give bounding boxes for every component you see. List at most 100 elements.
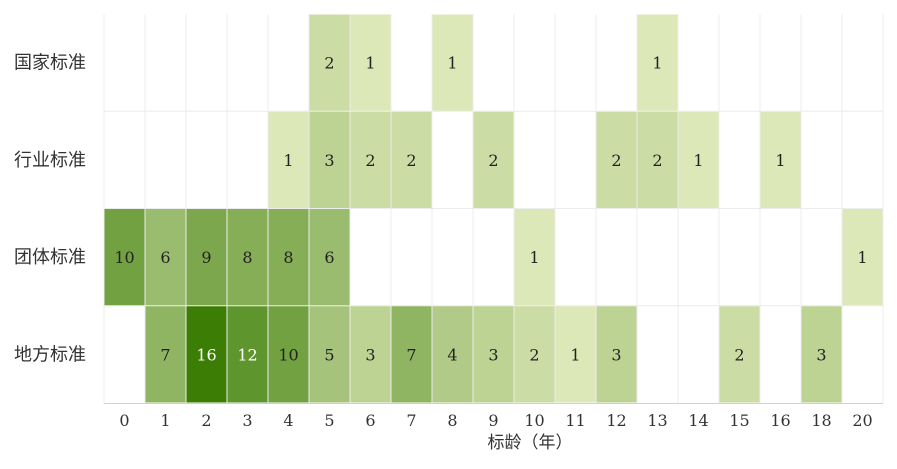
cell-value-label: 10 xyxy=(278,345,298,364)
cell-value-label: 9 xyxy=(201,248,211,267)
y-tick-label: 行业标准 xyxy=(14,150,86,171)
cell-value-label: 1 xyxy=(447,54,457,73)
heatmap-cell xyxy=(801,306,842,403)
heatmap-cell xyxy=(432,14,473,111)
cell-value-label: 2 xyxy=(529,345,539,364)
cell-value-label: 3 xyxy=(324,151,334,170)
x-tick-label: 3 xyxy=(242,411,252,430)
x-tick-label: 20 xyxy=(852,411,872,430)
heatmap-cell xyxy=(227,209,268,306)
heatmap-cell xyxy=(719,306,760,403)
heatmap-cell xyxy=(145,209,186,306)
cell-value-label: 2 xyxy=(324,54,334,73)
heatmap-cell xyxy=(842,209,883,306)
cell-value-label: 7 xyxy=(406,345,416,364)
cell-value-label: 5 xyxy=(324,345,334,364)
cell-value-label: 2 xyxy=(611,151,621,170)
cell-value-label: 2 xyxy=(652,151,662,170)
cell-value-label: 16 xyxy=(196,345,216,364)
x-tick-label: 13 xyxy=(647,411,667,430)
heatmap-cell xyxy=(596,306,637,403)
cell-value-label: 2 xyxy=(365,151,375,170)
cell-value-label: 1 xyxy=(652,54,662,73)
cell-layer: 2 1 1 1 1 3 2 2 2 2 2 1 1 10 6 9 8 8 6 1 1 7 16 12 10 5 3 7 4 3 2 1 3 2 3 xyxy=(104,14,883,403)
y-tick-label: 国家标准 xyxy=(14,53,86,74)
x-tick-labels: 0 1 2 3 4 5 6 7 8 9 10 11 12 13 14 15 16 18 20 xyxy=(119,411,872,430)
cell-value-label: 3 xyxy=(816,345,826,364)
heatmap-cell xyxy=(514,306,555,403)
cell-value-label: 10 xyxy=(114,248,134,267)
heatmap-cell xyxy=(637,14,678,111)
heatmap-cell xyxy=(186,306,227,403)
heatmap-cell xyxy=(637,111,678,208)
cell-value-label: 3 xyxy=(365,345,375,364)
heatmap-cell xyxy=(268,209,309,306)
x-tick-label: 1 xyxy=(160,411,170,430)
cell-value-label: 6 xyxy=(324,248,334,267)
cell-value-label: 1 xyxy=(570,345,580,364)
x-tick-label: 12 xyxy=(606,411,626,430)
heatmap-cell xyxy=(309,306,350,403)
heatmap-cell xyxy=(268,111,309,208)
cell-value-label: 1 xyxy=(283,151,293,170)
x-tick-label: 5 xyxy=(324,411,334,430)
cell-value-label: 3 xyxy=(488,345,498,364)
cell-value-label: 7 xyxy=(160,345,170,364)
x-tick-label: 9 xyxy=(488,411,498,430)
heatmap-cell xyxy=(350,111,391,208)
x-tick-label: 18 xyxy=(811,411,831,430)
heatmap-cell xyxy=(186,209,227,306)
x-tick-label: 4 xyxy=(283,411,293,430)
cell-value-label: 1 xyxy=(857,248,867,267)
cell-value-label: 1 xyxy=(693,151,703,170)
heatmap-cell xyxy=(391,111,432,208)
cell-value-label: 1 xyxy=(529,248,539,267)
heatmap-cell xyxy=(596,111,637,208)
heatmap-cell xyxy=(555,306,596,403)
grid-layer xyxy=(103,14,884,404)
heatmap-cell xyxy=(391,306,432,403)
cell-value-label: 1 xyxy=(775,151,785,170)
x-tick-label: 0 xyxy=(119,411,129,430)
cell-value-label: 1 xyxy=(365,54,375,73)
cell-value-label: 4 xyxy=(447,345,457,364)
heatmap-cell xyxy=(760,111,801,208)
x-tick-label: 2 xyxy=(201,411,211,430)
cell-value-label: 6 xyxy=(160,248,170,267)
cell-value-label: 2 xyxy=(406,151,416,170)
heatmap-cell xyxy=(309,209,350,306)
x-axis-title: 标龄（年） xyxy=(488,433,573,453)
x-tick-label: 11 xyxy=(565,411,585,430)
heatmap-cell xyxy=(350,306,391,403)
x-tick-label: 14 xyxy=(688,411,708,430)
x-tick-label: 10 xyxy=(524,411,544,430)
y-tick-label: 地方标准 xyxy=(14,344,86,365)
x-tick-label: 7 xyxy=(406,411,416,430)
cell-value-label: 8 xyxy=(283,248,293,267)
heatmap-cell xyxy=(227,306,268,403)
heatmap-cell xyxy=(268,306,309,403)
heatmap-cell xyxy=(104,209,145,306)
cell-value-label: 12 xyxy=(237,345,257,364)
cell-value-label: 8 xyxy=(242,248,252,267)
heatmap-cell xyxy=(678,111,719,208)
heatmap-cell xyxy=(309,111,350,208)
heatmap-cell xyxy=(473,306,514,403)
cell-value-label: 3 xyxy=(611,345,621,364)
heatmap-cell xyxy=(309,14,350,111)
heatmap-cell xyxy=(350,14,391,111)
cell-value-label: 2 xyxy=(734,345,744,364)
heatmap-cell xyxy=(514,209,555,306)
heatmap-cell xyxy=(145,306,186,403)
heatmap-cell xyxy=(473,111,514,208)
x-tick-label: 16 xyxy=(770,411,790,430)
cell-value-label: 2 xyxy=(488,151,498,170)
x-tick-label: 15 xyxy=(729,411,749,430)
heatmap-cell xyxy=(432,306,473,403)
x-tick-label: 6 xyxy=(365,411,375,430)
y-tick-label: 团体标准 xyxy=(14,247,86,268)
x-tick-label: 8 xyxy=(447,411,457,430)
